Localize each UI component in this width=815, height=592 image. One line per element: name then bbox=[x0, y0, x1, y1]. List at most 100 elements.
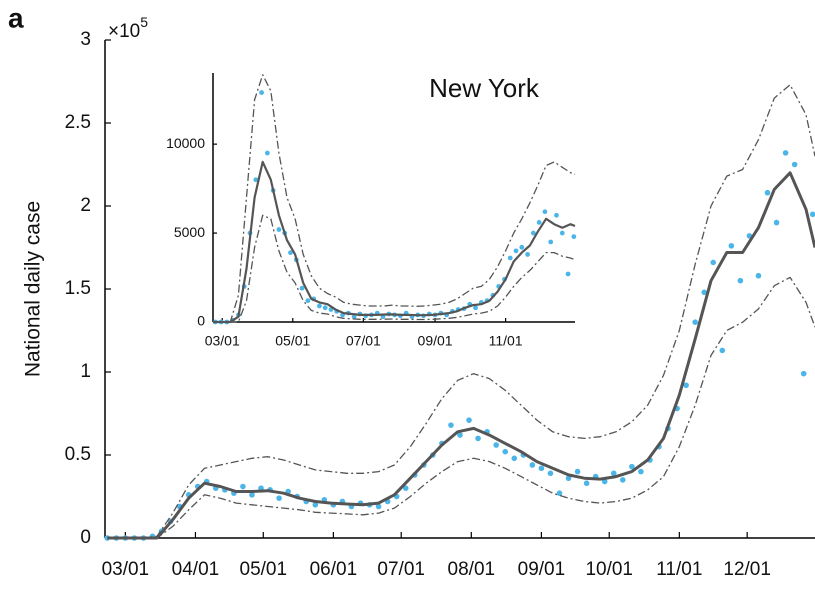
x-tick-label: 09/01 bbox=[418, 333, 453, 349]
fit-line bbox=[107, 171, 815, 540]
data-point bbox=[536, 220, 542, 225]
x-tick-label: 03/01 bbox=[102, 559, 150, 580]
data-point bbox=[322, 305, 328, 311]
inset-title: New York bbox=[429, 73, 540, 103]
x-tick-label: 07/01 bbox=[346, 333, 381, 349]
data-point bbox=[317, 303, 322, 309]
data-point bbox=[701, 289, 708, 296]
data-point bbox=[620, 477, 626, 483]
data-point bbox=[542, 209, 548, 215]
y-tick-label: 2 bbox=[80, 195, 91, 216]
data-point bbox=[525, 252, 530, 257]
data-point bbox=[312, 502, 319, 508]
x-tick-label: 03/01 bbox=[205, 333, 240, 349]
y-tick-label: 0 bbox=[80, 527, 91, 548]
data-point bbox=[473, 305, 478, 311]
inset-chart: 0 5000 10000 03/01 05/01 07/01 09/01 11/01 New Y… bbox=[166, 65, 577, 349]
y-tick-label: 1 bbox=[80, 361, 91, 382]
data-point bbox=[610, 470, 617, 477]
x-tick-label: 08/01 bbox=[448, 559, 496, 580]
y-multiplier: ×105 bbox=[108, 14, 148, 42]
data-point bbox=[548, 239, 554, 245]
data-point bbox=[719, 347, 726, 354]
panel-label: a bbox=[8, 2, 24, 33]
data-point bbox=[305, 298, 311, 304]
y-tick-label: 2.5 bbox=[65, 112, 91, 133]
data-point bbox=[571, 234, 577, 240]
data-point bbox=[554, 212, 559, 218]
data-point bbox=[583, 480, 590, 487]
data-point bbox=[511, 455, 518, 462]
x-tick-label: 12/01 bbox=[723, 559, 771, 580]
data-point bbox=[773, 219, 780, 226]
y-axis-label: National daily case bbox=[22, 201, 45, 377]
data-point bbox=[800, 370, 807, 377]
data-point bbox=[565, 271, 571, 277]
multiplier-exponent: 5 bbox=[140, 14, 148, 30]
data-point bbox=[638, 468, 644, 475]
data-point bbox=[507, 255, 513, 261]
bound-line bbox=[107, 84, 815, 539]
data-point bbox=[276, 227, 282, 232]
main-chart: 0 0.5 1 1.5 2 2.5 3 03/01 04/01 05/01 06/01 07/01 08… bbox=[65, 29, 815, 580]
x-tick-label: 10/01 bbox=[585, 559, 633, 580]
data-point bbox=[502, 448, 509, 455]
data-point bbox=[240, 483, 246, 490]
y-tick-label: 5000 bbox=[174, 224, 205, 240]
data-point bbox=[547, 470, 554, 477]
data-point bbox=[565, 475, 572, 482]
data-point bbox=[519, 244, 525, 250]
data-point bbox=[299, 285, 305, 291]
fit-line bbox=[213, 160, 576, 324]
data-point bbox=[683, 382, 689, 389]
x-tick-label: 07/01 bbox=[377, 559, 425, 580]
bound-line bbox=[213, 214, 576, 323]
data-point bbox=[259, 90, 264, 95]
inset-background bbox=[211, 65, 577, 324]
x-tick-label: 05/01 bbox=[240, 559, 288, 580]
y-tick-label: 10000 bbox=[166, 135, 205, 151]
data-point bbox=[692, 319, 698, 326]
data-point bbox=[530, 230, 536, 236]
data-point bbox=[728, 243, 735, 249]
data-point bbox=[288, 250, 293, 256]
data-point bbox=[601, 478, 608, 485]
data-point bbox=[764, 189, 771, 196]
x-tick-label: 09/01 bbox=[518, 559, 566, 580]
data-point bbox=[513, 248, 519, 254]
y-tick-label: 1.5 bbox=[65, 278, 91, 299]
data-point bbox=[466, 417, 472, 423]
data-point bbox=[249, 492, 255, 498]
data-point bbox=[782, 150, 789, 156]
data-point bbox=[402, 485, 409, 492]
data-point bbox=[457, 432, 463, 438]
y-tick-label: 0 bbox=[197, 313, 205, 329]
data-point bbox=[375, 503, 382, 510]
y-tick-label: 0.5 bbox=[65, 444, 91, 465]
data-point bbox=[538, 465, 545, 472]
data-point bbox=[448, 422, 454, 428]
data-point bbox=[559, 230, 565, 236]
y-tick-label: 3 bbox=[80, 29, 91, 50]
data-point bbox=[529, 462, 536, 468]
bound-line bbox=[213, 74, 576, 323]
data-point bbox=[253, 177, 259, 183]
multiplier-base: ×10 bbox=[108, 21, 140, 42]
data-point bbox=[475, 435, 481, 442]
data-point bbox=[264, 150, 270, 156]
x-tick-label: 06/01 bbox=[310, 559, 358, 580]
data-point bbox=[710, 259, 717, 266]
data-point bbox=[556, 490, 563, 496]
data-point bbox=[791, 161, 798, 168]
x-tick-label: 05/01 bbox=[275, 333, 310, 349]
x-tick-label: 11/01 bbox=[656, 559, 702, 580]
data-point bbox=[629, 463, 635, 470]
data-point bbox=[755, 272, 762, 279]
x-tick-label: 11/01 bbox=[489, 333, 523, 349]
data-point bbox=[809, 211, 815, 218]
data-point bbox=[574, 468, 581, 475]
data-point bbox=[737, 277, 744, 284]
data-point bbox=[493, 442, 499, 448]
x-tick-label: 04/01 bbox=[172, 559, 220, 580]
